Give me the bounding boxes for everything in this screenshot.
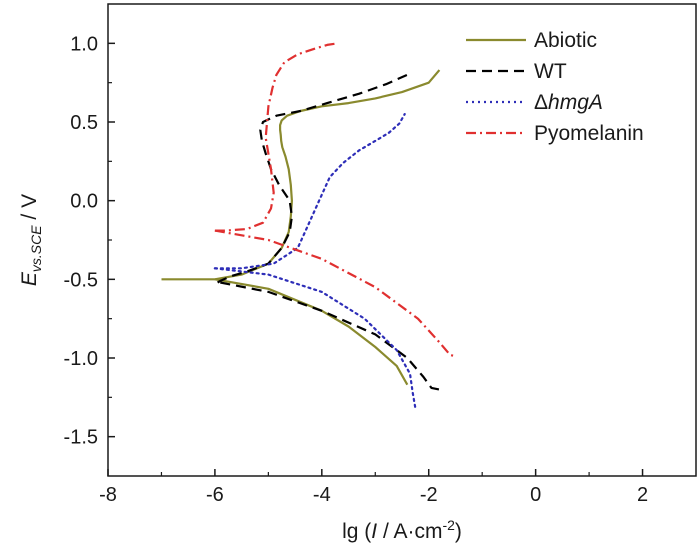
series-group <box>161 42 456 410</box>
x-axis-ticks: -8 -6 -4 -2 0 2 <box>99 469 648 506</box>
legend-label-pyomelanin: Pyomelanin <box>534 122 644 145</box>
y-tick-label: 1.0 <box>70 33 98 55</box>
y-tick-label: -1.0 <box>64 348 98 370</box>
y-tick-label: 0.0 <box>70 191 98 213</box>
x-tick-label: -6 <box>206 484 224 506</box>
x-tick-label: -8 <box>99 484 117 506</box>
series-line-wt-anodic <box>217 73 408 284</box>
legend-label-hmga: ΔhmgA <box>534 91 603 114</box>
x-axis-title: lg (I / A·cm-2) <box>342 517 462 543</box>
legend-label-abiotic: Abiotic <box>534 29 597 52</box>
x-tick-label: -2 <box>420 484 438 506</box>
y-tick-label: -1.5 <box>64 427 98 449</box>
x-tick-label: -4 <box>313 484 331 506</box>
y-axis-title: Evs.SCE / V <box>18 194 44 286</box>
series-line-pyomelanin-cathodic <box>214 229 456 358</box>
y-axis-ticks: -1.5 -1.0 -0.5 0.0 0.5 1.0 <box>64 33 115 449</box>
series-line-abiotic-anodic <box>161 69 441 281</box>
series-line-wt-cathodic <box>220 281 440 391</box>
plot-frame <box>107 3 697 477</box>
legend: Abiotic WT ΔhmgA Pyomelanin <box>466 29 644 145</box>
legend-label-wt: WT <box>534 60 567 83</box>
x-tick-label: 2 <box>637 484 648 506</box>
series-line-hmga-cathodic <box>213 267 417 410</box>
series-line-hmga-anodic <box>213 112 406 270</box>
x-tick-label: 0 <box>530 484 541 506</box>
y-tick-label: 0.5 <box>70 112 98 134</box>
series-line-abiotic-cathodic <box>214 278 409 386</box>
y-tick-label: -0.5 <box>64 269 98 291</box>
series-line-pyomelanin-anodic <box>214 42 339 232</box>
